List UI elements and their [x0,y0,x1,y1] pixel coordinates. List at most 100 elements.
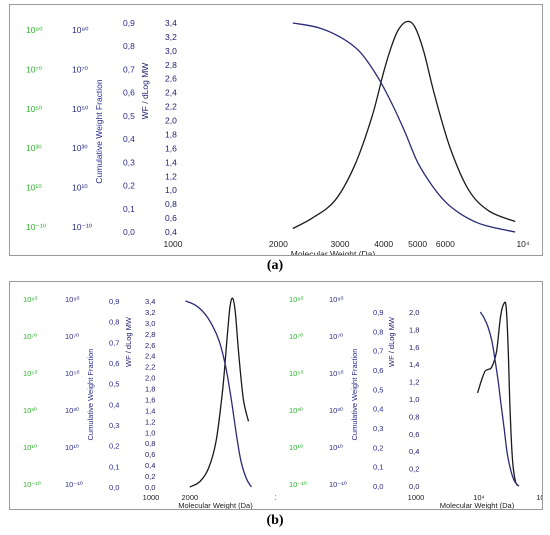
cum-exp-tick-label: 10¹⁰ [65,443,79,452]
wf-axis-tick-label: 1,4 [409,360,419,369]
cum-axis-tick-label: 0,0 [109,483,119,492]
x-axis-tick-label: 4000 [374,239,393,249]
cum-axis-tick-label: 0,3 [123,157,135,167]
cum-axis-tick-label: 0,1 [109,462,119,471]
wf-axis-title: WF / dLog MW [124,316,133,367]
cum-axis-tick-label: 0,2 [123,181,135,191]
chart-b2: 10⁹⁰ 10⁷⁰ 10⁵⁰ 10³⁰ 10¹⁰ 10⁻¹⁰ 10⁹⁰ 10⁷⁰ 10⁵⁰ 10³… [289,295,542,509]
cum-axis-tick-label: 0,8 [373,327,383,336]
wf-axis-tick-label: 1,2 [409,378,419,387]
x-axis-tick-label: 2000 [269,239,288,249]
cum-axis-tick-label: 0,2 [109,442,119,451]
wf-axis-tick-label: 2,4 [145,352,155,361]
green-axis-tick-label: 10⁻¹⁰ [23,480,41,489]
cum-exp-tick-label: 10⁹⁰ [72,25,89,35]
x-axis-tick-label: 10⁴ [516,239,529,249]
wf-axis-tick-label: 3,0 [165,46,177,56]
green-axis-tick-label: 10⁷⁰ [26,64,43,74]
cum-axis-tick-label: 0,6 [109,359,119,368]
wf-axis-tick-label: 2,4 [165,88,177,98]
cum-exp-tick-label: 10³⁰ [329,406,343,415]
wf-axis-tick-label: 0,2 [145,472,155,481]
wf-axis-tick-label: 0,4 [409,447,419,456]
green-axis-tick-label: 10³⁰ [289,406,303,415]
wf-axis-tick-label: 1,8 [165,129,177,139]
cum-axis-tick-label: 0,7 [373,347,383,356]
distribution-curve [292,20,516,230]
cum-axis-tick-label: 0,9 [109,297,119,306]
wf-axis-tick-label: 2,2 [145,363,155,372]
distribution-curve [476,301,520,487]
cum-exp-tick-label: 10¹⁰ [72,183,88,193]
green-axis-tick-label: 10⁹⁰ [289,295,304,304]
cum-axis-tick-label: 0,8 [109,318,119,327]
x-axis-title: Molecular Weight (Da) [178,501,253,509]
wf-axis-tick-label: 0,4 [165,227,177,237]
wf-axis-tick-label: 0,6 [165,213,177,223]
cum-exp-tick-label: 10⁷⁰ [65,332,79,341]
wf-axis-tick-label: 1,4 [145,406,155,415]
green-axis-tick-label: 10⁵⁰ [26,104,43,114]
cumulative-curve [185,300,252,488]
cum-axis-tick-label: 0,4 [109,400,119,409]
cum-axis-tick-label: 0,1 [373,463,383,472]
green-axis-tick-label: 10⁻¹⁰ [26,222,47,232]
wf-axis-tick-label: 0,6 [145,450,155,459]
cum-axis-tick-label: 0,0 [123,227,135,237]
cum-exp-tick-label: 10³⁰ [65,406,79,415]
green-axis-tick-label: 10³⁰ [23,406,37,415]
cum-axis-tick-label: 0,8 [123,41,135,51]
subfigure-label-b: (b) [266,513,284,528]
x-axis-tick-label: 10⁵ [536,493,542,502]
chart-b1: 10⁹⁰ 10⁷⁰ 10⁵⁰ 10³⁰ 10¹⁰ 10⁻¹⁰ 10⁹⁰ 10⁷⁰ 10⁵⁰ 10³… [23,295,276,509]
cum-axis-tick-label: 0,4 [123,134,135,144]
green-axis-tick-label: 10⁹⁰ [26,25,43,35]
x-axis-tick-label: 2000 [181,493,198,502]
wf-axis-tick-label: 1,6 [409,343,419,352]
cumulative-curve [292,22,516,233]
green-axis-tick-label: 10¹⁰ [23,443,37,452]
x-axis-tick-label: 1000 [408,493,425,502]
wf-axis-tick-label: 3,4 [165,18,177,28]
green-axis-tick-label: 10⁵⁰ [289,369,303,378]
cum-axis-title: Cumulative Weight Fraction [94,79,104,184]
wf-axis-tick-label: 2,8 [165,60,177,70]
green-axis-tick-label: 10³⁰ [26,143,42,153]
subfigure-label-a: (a) [266,258,284,273]
wf-axis-tick-label: 0,8 [409,412,419,421]
cum-exp-tick-label: 10⁵⁰ [329,369,343,378]
wf-axis-tick-label: 3,2 [145,308,155,317]
cum-axis-tick-label: 0,6 [123,88,135,98]
cum-axis-tick-label: 0,5 [123,111,135,121]
cum-axis-title: Cumulative Weight Fraction [86,349,95,441]
green-axis-tick-label: 10⁵⁰ [23,369,37,378]
cum-axis-tick-label: 0,9 [123,18,135,28]
wf-axis-tick-label: 2,8 [145,330,155,339]
wf-axis-tick-label: 3,4 [145,297,155,306]
wf-axis-tick-label: 2,0 [409,308,419,317]
wf-axis-tick-label: 1,8 [145,385,155,394]
green-axis-tick-label: 10⁷⁰ [23,332,37,341]
cum-axis-tick-label: 0,4 [373,405,383,414]
cum-axis-tick-label: 0,5 [109,380,119,389]
cum-axis-tick-label: 0,0 [373,482,383,491]
cum-axis-tick-label: 0,1 [123,204,135,214]
wf-axis-tick-label: 2,0 [145,374,155,383]
cum-exp-tick-label: 10⁻¹⁰ [65,480,83,489]
cum-exp-tick-label: 10⁷⁰ [329,332,343,341]
x-axis-title: Molecular Weight (Da) [291,249,376,255]
wf-axis-tick-label: 0,4 [145,461,155,470]
wf-axis-tick-label: 0,8 [145,439,155,448]
cum-exp-tick-label: 10¹⁰ [329,443,343,452]
green-axis-tick-label: 10⁻¹⁰ [289,480,307,489]
cum-axis-tick-label: 0,6 [373,366,383,375]
wf-axis-title: WF / dLog MW [140,63,150,120]
distribution-curve [189,297,250,488]
cum-axis-tick-label: 0,9 [373,308,383,317]
green-axis-tick-label: 10⁷⁰ [289,332,303,341]
x-axis-tick-label: 10⁴ [473,493,485,502]
wf-axis-tick-label: 3,0 [145,319,155,328]
wf-axis-tick-label: 2,0 [165,116,177,126]
wf-axis-tick-label: 1,6 [165,143,177,153]
wf-axis-tick-label: 1,2 [145,417,155,426]
